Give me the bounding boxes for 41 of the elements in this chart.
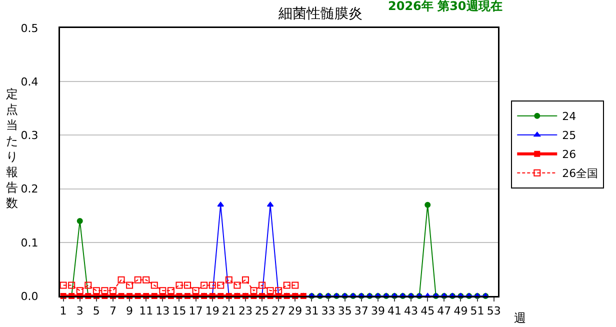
- x-tick-label: 21: [222, 304, 236, 318]
- x-tick-label: 15: [172, 304, 186, 318]
- x-tick-label: 29: [288, 304, 302, 318]
- x-tick-label: 39: [370, 304, 385, 318]
- x-tick-label: 51: [470, 304, 484, 318]
- x-tick-label: 31: [304, 304, 319, 318]
- legend-label: 24: [562, 110, 576, 124]
- y-tick-label: 0.0: [20, 290, 38, 303]
- x-tick-label: 41: [388, 304, 402, 318]
- chart-subtitle: 2026年 第30週現在: [388, 0, 502, 13]
- x-tick-label: 45: [420, 304, 435, 318]
- x-tick-label: 43: [404, 304, 418, 318]
- x-tick-label: 25: [255, 304, 270, 318]
- x-axis-title: 週: [514, 311, 526, 325]
- chart-title: 細菌性髄膜炎: [277, 6, 362, 22]
- legend-label: 26: [562, 148, 576, 162]
- x-tick-label: 9: [126, 304, 134, 318]
- x-tick-label: 7: [109, 304, 116, 318]
- x-tick-label: 1: [60, 304, 67, 318]
- x-tick-label: 35: [338, 304, 352, 318]
- y-axis-title: 定点当たり報告数: [6, 87, 18, 210]
- x-tick-label: 11: [139, 304, 154, 318]
- legend-label: 26全国: [562, 167, 598, 180]
- x-tick-label: 17: [188, 304, 203, 318]
- x-tick-label: 37: [354, 304, 368, 318]
- x-tick-label: 19: [205, 304, 220, 318]
- x-tick-label: 13: [156, 304, 170, 318]
- x-tick-label: 23: [238, 304, 252, 318]
- y-tick-label: 0.3: [20, 129, 38, 142]
- y-tick-label: 0.4: [20, 75, 38, 88]
- legend-label: 25: [562, 129, 576, 142]
- y-tick-label: 0.2: [20, 182, 38, 196]
- x-tick-label: 33: [321, 304, 336, 318]
- x-tick-label: 5: [92, 304, 100, 318]
- x-tick-label: 47: [437, 304, 452, 318]
- x-tick-label: 3: [76, 304, 84, 318]
- y-tick-label: 0.5: [20, 22, 38, 35]
- y-tick-label: 0.1: [20, 236, 38, 250]
- x-tick-label: 27: [272, 304, 286, 318]
- x-tick-label: 49: [454, 304, 468, 318]
- x-tick-label: 53: [486, 304, 501, 318]
